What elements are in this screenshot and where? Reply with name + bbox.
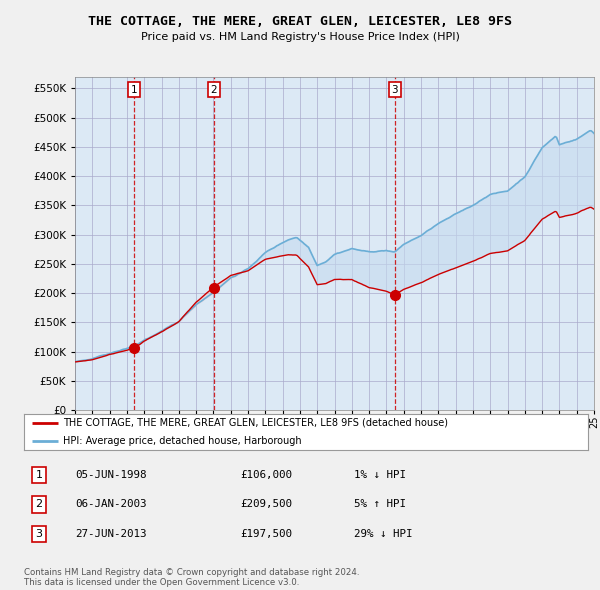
Text: £106,000: £106,000 (240, 470, 292, 480)
Text: 2: 2 (211, 84, 217, 94)
Text: 5% ↑ HPI: 5% ↑ HPI (354, 500, 406, 509)
Text: Price paid vs. HM Land Registry's House Price Index (HPI): Price paid vs. HM Land Registry's House … (140, 32, 460, 42)
Text: 29% ↓ HPI: 29% ↓ HPI (354, 529, 413, 539)
Text: 1: 1 (131, 84, 137, 94)
Text: 06-JAN-2003: 06-JAN-2003 (75, 500, 146, 509)
Text: £197,500: £197,500 (240, 529, 292, 539)
Text: 27-JUN-2013: 27-JUN-2013 (75, 529, 146, 539)
Text: 2: 2 (35, 500, 43, 509)
Text: THE COTTAGE, THE MERE, GREAT GLEN, LEICESTER, LE8 9FS: THE COTTAGE, THE MERE, GREAT GLEN, LEICE… (88, 15, 512, 28)
Text: 1% ↓ HPI: 1% ↓ HPI (354, 470, 406, 480)
Text: £209,500: £209,500 (240, 500, 292, 509)
Text: Contains HM Land Registry data © Crown copyright and database right 2024.
This d: Contains HM Land Registry data © Crown c… (24, 568, 359, 587)
Text: THE COTTAGE, THE MERE, GREAT GLEN, LEICESTER, LE8 9FS (detached house): THE COTTAGE, THE MERE, GREAT GLEN, LEICE… (64, 418, 448, 428)
Text: 3: 3 (392, 84, 398, 94)
Text: 1: 1 (35, 470, 43, 480)
Text: 05-JUN-1998: 05-JUN-1998 (75, 470, 146, 480)
Text: 3: 3 (35, 529, 43, 539)
Text: HPI: Average price, detached house, Harborough: HPI: Average price, detached house, Harb… (64, 436, 302, 446)
